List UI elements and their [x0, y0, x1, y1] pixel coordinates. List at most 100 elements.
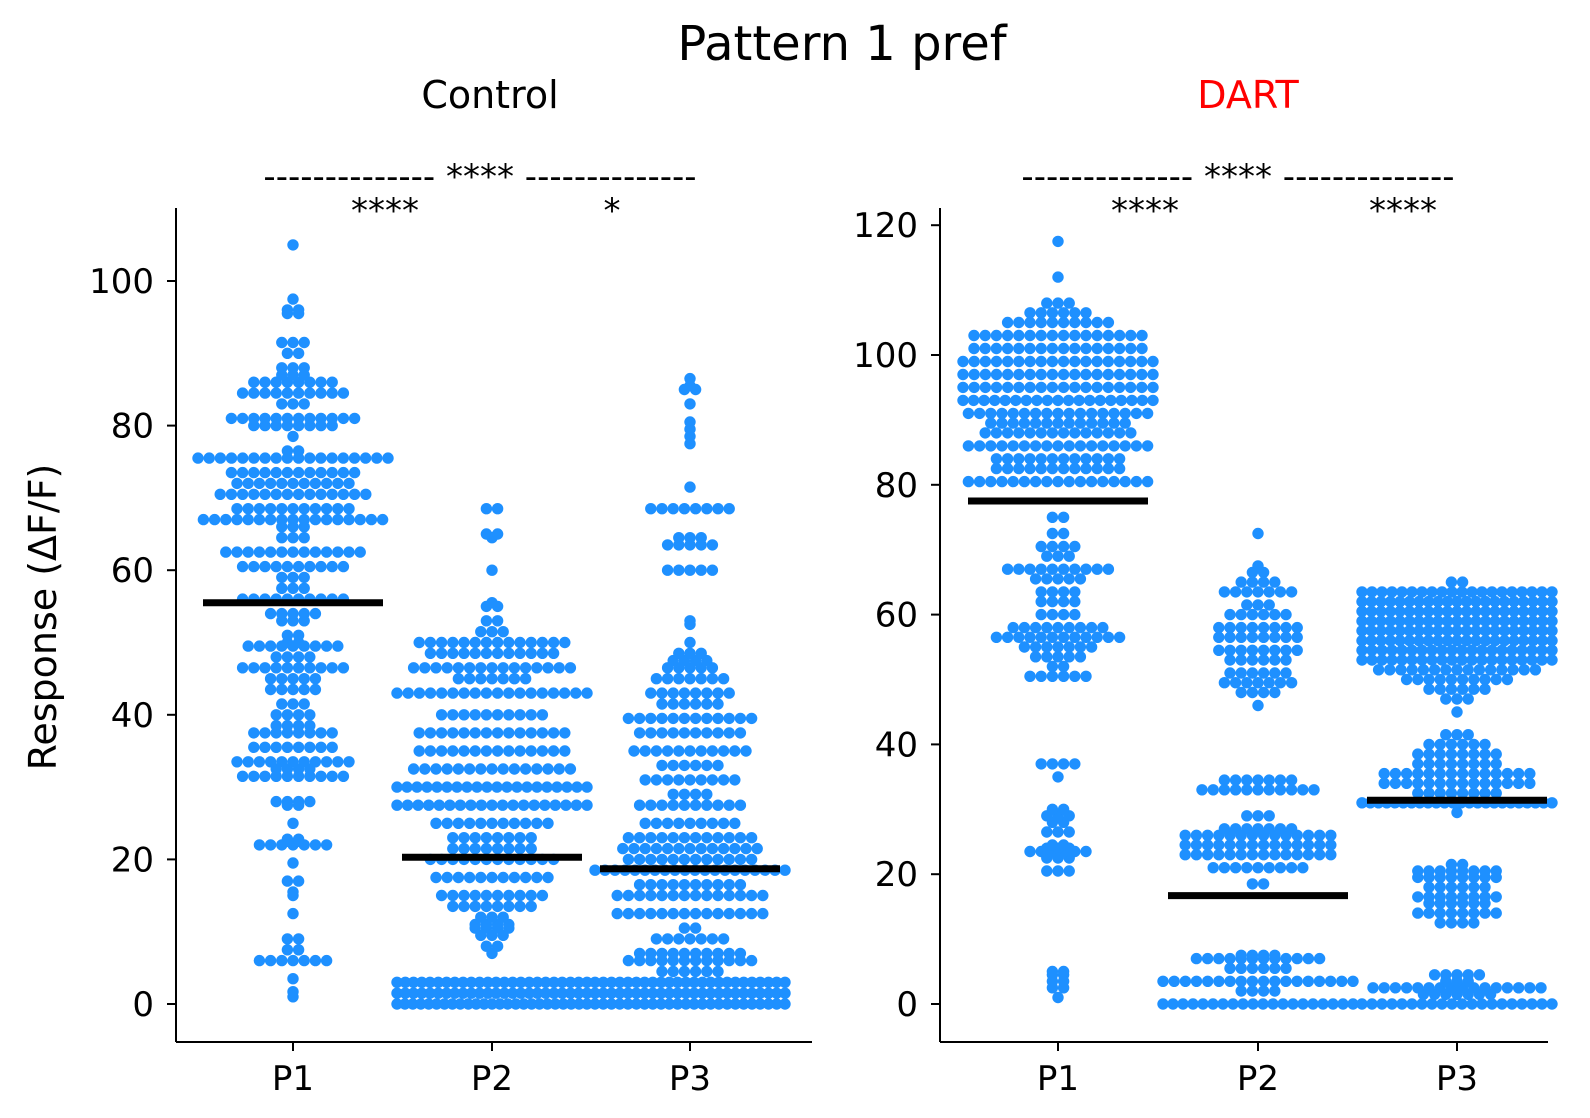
data-point-p1 — [298, 532, 310, 544]
data-point-p3 — [645, 799, 657, 811]
data-point-p3 — [712, 727, 724, 739]
data-point-p3 — [1527, 615, 1539, 627]
data-point-p3 — [645, 727, 657, 739]
data-point-p3 — [1434, 767, 1446, 780]
data-point-p2 — [559, 636, 571, 649]
data-point-p3 — [1412, 758, 1424, 770]
data-point-p1 — [236, 770, 249, 782]
data-point-p2 — [1224, 962, 1236, 974]
data-point-p2 — [525, 832, 537, 844]
data-point-p1 — [1125, 427, 1137, 439]
data-point-p3 — [1423, 982, 1435, 994]
data-point-p2 — [465, 799, 477, 811]
data-point-p3 — [1375, 595, 1387, 608]
data-point-p2 — [521, 781, 533, 793]
data-point-p1 — [309, 607, 322, 620]
data-point-p2 — [1235, 849, 1247, 861]
data-point-p3 — [1489, 605, 1501, 618]
data-point-p1 — [292, 719, 305, 732]
data-point-p3 — [1527, 605, 1539, 618]
data-point-p3 — [762, 976, 775, 988]
data-point-p1 — [1024, 845, 1036, 858]
data-point-p1 — [292, 304, 305, 316]
data-point-p3 — [1365, 615, 1378, 627]
data-point-p3 — [1490, 673, 1502, 686]
data-point-p2 — [1157, 998, 1169, 1010]
data-point-p2 — [1197, 998, 1209, 1010]
data-point-p1 — [1046, 342, 1059, 355]
data-point-p3 — [1508, 595, 1520, 608]
data-point-p1 — [1007, 475, 1019, 488]
data-point-p3 — [1536, 998, 1548, 1010]
data-point-p3 — [1456, 881, 1469, 893]
data-point-p2 — [1263, 599, 1275, 611]
data-point-p2 — [1246, 631, 1259, 643]
data-point-p2 — [514, 889, 526, 902]
data-point-p1 — [1063, 573, 1075, 585]
data-point-p2 — [1241, 810, 1253, 822]
data-point-p3 — [746, 976, 758, 988]
data-point-p3 — [734, 853, 747, 866]
data-point-p2 — [1269, 985, 1281, 997]
data-point-p3 — [684, 416, 696, 428]
data-point-p3 — [1479, 625, 1492, 637]
data-point-p2 — [1252, 586, 1264, 598]
data-point-p2 — [496, 799, 509, 811]
data-point-p3 — [1456, 644, 1468, 656]
data-point-p3 — [1546, 625, 1558, 637]
data-point-p2 — [497, 662, 509, 674]
data-point-p3 — [1456, 654, 1468, 666]
data-point-p3 — [1356, 634, 1368, 647]
data-point-p1 — [337, 488, 350, 500]
data-point-p1 — [343, 756, 355, 768]
data-point-p1 — [264, 673, 277, 685]
data-point-p1 — [990, 355, 1003, 368]
data-point-p1 — [270, 560, 282, 573]
data-point-p3 — [1508, 625, 1520, 637]
data-point-p3 — [1498, 605, 1511, 618]
data-point-p3 — [1372, 664, 1385, 676]
data-point-p2 — [399, 998, 411, 1010]
data-point-p2 — [525, 727, 537, 739]
data-point-p2 — [559, 727, 571, 739]
data-point-p3 — [1366, 654, 1378, 666]
data-point-p2 — [478, 998, 490, 1010]
data-point-p2 — [1247, 998, 1259, 1010]
data-point-p2 — [1235, 576, 1247, 588]
data-point-p3 — [1441, 605, 1454, 618]
data-point-p3 — [1376, 654, 1388, 666]
data-point-p3 — [633, 947, 646, 960]
data-point-p3 — [695, 774, 707, 786]
data-point-p1 — [281, 795, 294, 808]
data-point-p1 — [1013, 381, 1025, 394]
data-point-p2 — [503, 636, 515, 649]
data-point-p3 — [1394, 605, 1406, 618]
data-point-p3 — [1423, 767, 1435, 780]
data-point-p1 — [1035, 608, 1047, 621]
data-point-p3 — [729, 745, 741, 757]
data-point-p2 — [1213, 631, 1225, 643]
data-point-p2 — [1207, 998, 1219, 1010]
data-point-p3 — [1524, 982, 1536, 994]
data-point-p3 — [729, 987, 742, 999]
data-point-p3 — [589, 976, 601, 988]
data-point-p1 — [337, 452, 349, 464]
data-point-p1 — [214, 452, 227, 464]
data-point-p1 — [1097, 417, 1109, 429]
data-point-p1 — [1024, 329, 1036, 342]
data-point-p3 — [1479, 777, 1491, 789]
data-point-p2 — [1269, 608, 1281, 621]
data-point-p2 — [475, 911, 487, 923]
data-point-p2 — [469, 636, 481, 649]
data-point-p3 — [684, 615, 696, 627]
data-point-p1 — [1052, 475, 1064, 488]
data-point-p3 — [656, 759, 668, 772]
data-point-p1 — [979, 427, 991, 439]
data-point-p1 — [1035, 670, 1047, 682]
data-point-p2 — [525, 900, 537, 913]
data-point-p3 — [1473, 969, 1486, 981]
data-point-p3 — [1468, 673, 1480, 686]
data-point-p1 — [236, 412, 249, 425]
data-point-p1 — [1063, 826, 1075, 838]
data-point-p1 — [281, 741, 294, 753]
